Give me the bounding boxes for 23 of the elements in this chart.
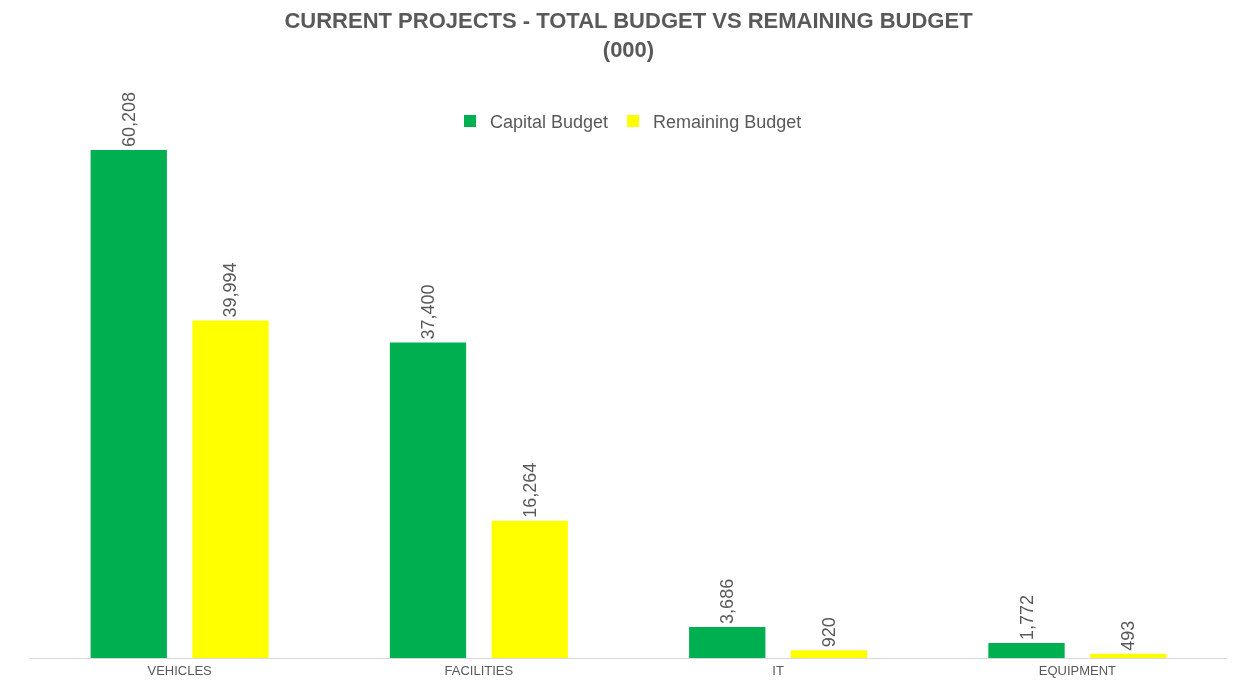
- data-label: 16,264: [519, 462, 540, 518]
- x-tick-label: IT: [772, 662, 784, 678]
- data-label: 37,400: [418, 284, 439, 340]
- x-tick-label: FACILITIES: [444, 662, 514, 678]
- x-tick-label: EQUIPMENT: [1038, 662, 1117, 678]
- bar: [790, 650, 868, 658]
- data-label: 1,772: [1016, 595, 1037, 641]
- x-tick-label: VEHICLES: [147, 662, 213, 678]
- bar: [90, 150, 167, 658]
- data-label: 3,686: [717, 578, 738, 624]
- chart-title: CURRENT PROJECTS - TOTAL BUDGET VS REMAINING BUDGET (000): [284, 7, 974, 62]
- legend-label: Capital Budget: [490, 112, 609, 133]
- data-label: 920: [818, 617, 839, 648]
- bar: [988, 643, 1065, 658]
- data-label: 60,208: [118, 91, 139, 147]
- bar: [491, 520, 568, 658]
- bar: [689, 626, 766, 658]
- data-label: 493: [1118, 620, 1139, 651]
- bar: [1090, 653, 1167, 658]
- bar: [389, 342, 467, 658]
- legend-label: Remaining Budget: [653, 112, 802, 133]
- data-label: 39,994: [220, 262, 241, 318]
- bar: [192, 320, 269, 658]
